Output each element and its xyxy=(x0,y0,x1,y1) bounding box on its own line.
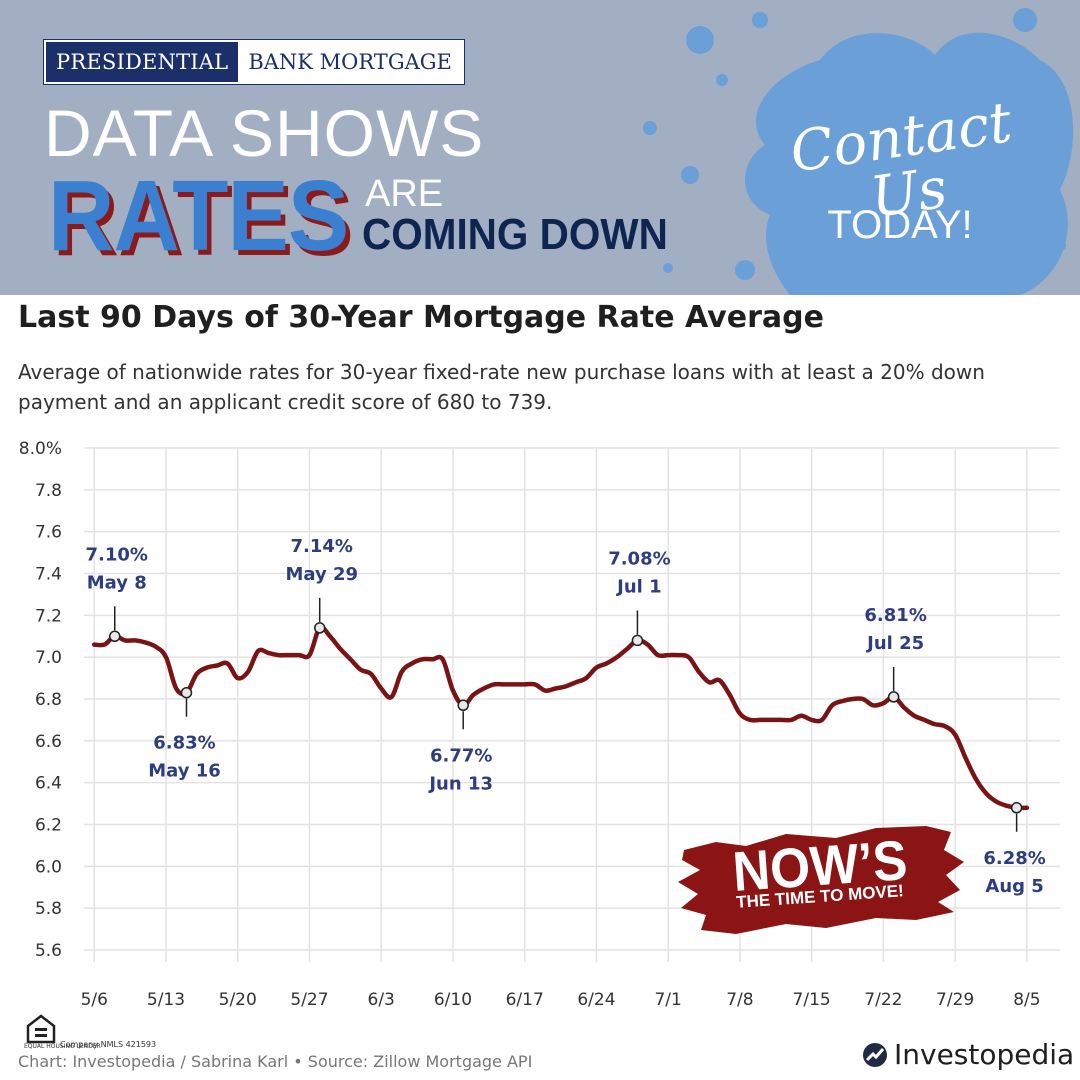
x-tick-label: 7/22 xyxy=(864,990,902,1010)
y-axis-ticks: 8.0% 7.8 7.6 7.4 7.2 7.0 6.8 6.6 6.4 6.2 6.0 5.8 5.6 xyxy=(19,439,62,961)
rate-series xyxy=(91,624,1030,811)
chart-annotations: 7.10% May 8 6.83% May 16 7.14% May 29 6.77% Jun… xyxy=(86,536,1046,897)
headline-coming-down: COMING DOWN xyxy=(362,210,668,259)
y-tick-label: 5.6 xyxy=(35,941,62,961)
now-brush-banner xyxy=(678,826,964,934)
annotation-value: 6.83% xyxy=(153,733,215,754)
bank-logo: PRESIDENTIAL BANK MORTGAGE xyxy=(44,40,464,84)
y-tick-label: 7.6 xyxy=(35,523,62,543)
logo-bank-mortgage: BANK MORTGAGE xyxy=(238,42,462,82)
x-tick-label: 6/3 xyxy=(368,990,395,1010)
y-tick-label: 6.6 xyxy=(35,732,62,752)
y-tick-label: 6.0 xyxy=(35,857,62,877)
headline-are: ARE xyxy=(365,173,444,215)
logo-presidential: PRESIDENTIAL xyxy=(46,42,239,82)
annotation: 6.83% May 16 xyxy=(148,686,221,782)
annotation-date: Jun 13 xyxy=(427,773,493,794)
annotation: 6.81% Jul 25 xyxy=(864,605,927,703)
x-tick-label: 5/6 xyxy=(81,990,108,1010)
header-banner: PRESIDENTIAL BANK MORTGAGE DATA SHOWS RA… xyxy=(0,0,1080,295)
investopedia-logo-icon xyxy=(863,1042,887,1067)
annotation-point xyxy=(887,691,900,703)
y-tick-label: 8.0% xyxy=(19,439,62,459)
annotation-date: Jul 25 xyxy=(865,633,924,654)
annotation-date: May 16 xyxy=(148,761,221,782)
y-tick-label: 7.4 xyxy=(35,565,62,585)
y-tick-label: 5.8 xyxy=(35,899,62,919)
x-tick-label: 6/10 xyxy=(434,990,472,1010)
x-tick-label: 7/1 xyxy=(654,990,681,1010)
equal-housing-label: EQUAL HOUSING LENDER xyxy=(24,1043,101,1050)
y-tick-label: 6.4 xyxy=(35,774,62,794)
annotation-value: 6.77% xyxy=(430,745,492,766)
nmls-number: Company NMLS 421593 xyxy=(60,1040,157,1049)
annotation-point xyxy=(631,634,644,647)
annotation-point xyxy=(1010,802,1023,814)
x-tick-label: 8/5 xyxy=(1013,990,1040,1010)
x-tick-label: 5/13 xyxy=(147,990,185,1010)
annotation: 7.10% May 8 xyxy=(86,544,148,642)
x-tick-label: 7/29 xyxy=(936,990,974,1010)
annotation-value: 7.08% xyxy=(608,548,670,569)
annotation-point xyxy=(108,630,121,642)
x-tick-label: 5/27 xyxy=(290,990,328,1010)
x-tick-label: 6/24 xyxy=(577,990,615,1010)
chart-subtitle: Average of nationwide rates for 30-year … xyxy=(18,360,985,414)
annotation-point xyxy=(313,622,326,634)
chart-credit: Chart: Investopedia / Sabrina Karl • Sou… xyxy=(18,1052,533,1071)
x-axis-ticks: 5/6 5/13 5/20 5/27 6/3 6/10 6/17 6/24 7/1 7/8 7/15… xyxy=(81,990,1041,1010)
chart-title: Last 90 Days of 30-Year Mortgage Rate Av… xyxy=(18,300,824,335)
annotation-date: Jul 1 xyxy=(615,576,661,597)
headline-data-shows: DATA SHOWS xyxy=(44,96,485,170)
x-tick-label: 5/20 xyxy=(219,990,257,1010)
paint-splash-graphic xyxy=(643,8,1074,295)
headline-rates: RATES xyxy=(48,160,349,272)
y-tick-label: 6.8 xyxy=(35,690,62,710)
investopedia-brand[interactable]: Investopedia xyxy=(862,1038,1074,1071)
y-tick-label: 7.2 xyxy=(35,606,62,626)
y-tick-label: 6.2 xyxy=(35,816,62,836)
x-tick-label: 7/8 xyxy=(726,990,753,1010)
annotation-value: 6.81% xyxy=(864,605,926,626)
annotation-date: May 29 xyxy=(285,564,358,585)
chart-grid xyxy=(84,447,1060,962)
x-tick-label: 7/15 xyxy=(793,990,831,1010)
annotation: 7.08% Jul 1 xyxy=(608,548,671,647)
annotation-date: Aug 5 xyxy=(985,876,1043,897)
rate-line xyxy=(91,624,1030,811)
annotation-point xyxy=(457,699,469,712)
annotation: 6.77% Jun 13 xyxy=(427,699,493,794)
y-tick-label: 7.8 xyxy=(35,481,62,501)
annotation: 7.14% May 29 xyxy=(285,536,358,634)
annotation-point xyxy=(180,686,193,699)
annotation: 6.28% Aug 5 xyxy=(983,802,1046,897)
contact-today[interactable]: TODAY! xyxy=(827,203,973,247)
annotation-value: 7.10% xyxy=(86,544,148,565)
x-tick-label: 6/17 xyxy=(506,990,544,1010)
investopedia-wordmark: Investopedia xyxy=(894,1038,1075,1071)
y-tick-label: 7.0 xyxy=(35,648,62,668)
annotation-value: 6.28% xyxy=(983,848,1045,869)
annotation-date: May 8 xyxy=(87,572,147,593)
annotation-value: 7.14% xyxy=(290,536,352,557)
equal-housing-icon xyxy=(26,1014,56,1044)
